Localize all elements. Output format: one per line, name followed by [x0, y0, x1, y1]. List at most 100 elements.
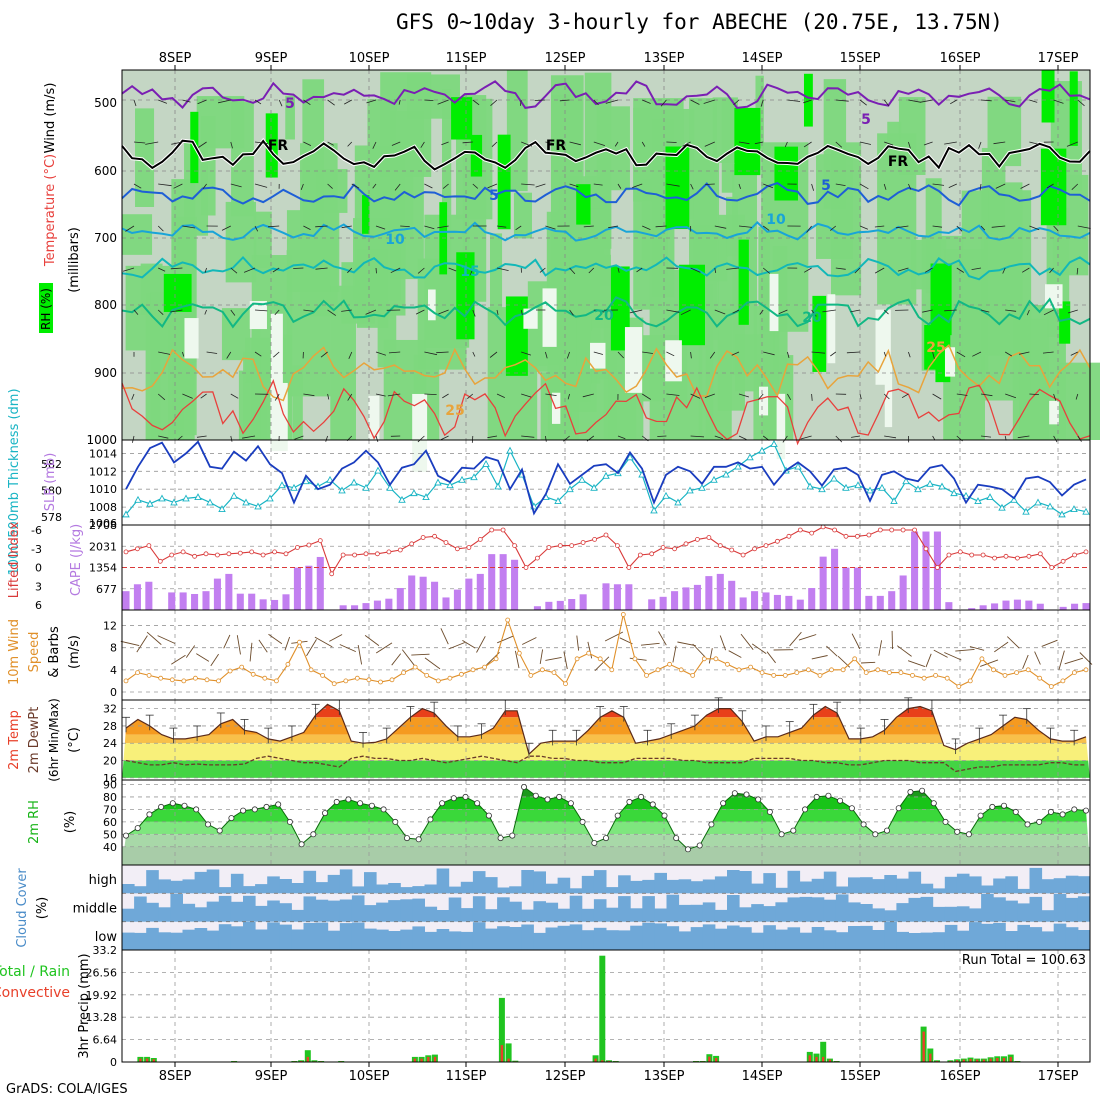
wind-speed-point	[517, 651, 521, 655]
cloud-bar	[533, 871, 546, 893]
thickness-point	[207, 499, 213, 505]
cloud-bar	[376, 885, 389, 894]
cloud-bar	[909, 933, 922, 950]
rh-area-high	[665, 147, 689, 230]
wind-speed-point	[737, 668, 741, 672]
lifted-index-point	[307, 543, 311, 547]
cloud-bar	[788, 871, 801, 894]
rh2m-point	[322, 811, 327, 816]
cloud-bar	[316, 882, 329, 893]
cloud-bar	[933, 888, 946, 893]
cloud-bar	[255, 906, 268, 922]
lifted-index-point	[787, 534, 791, 538]
wind-speed-point	[876, 668, 880, 672]
rh2m-point	[826, 793, 831, 798]
cloud-bar	[582, 930, 595, 950]
cloud-bar	[449, 931, 462, 950]
cloud-bar	[606, 908, 619, 922]
cape-bar	[488, 554, 495, 610]
rh2m-point	[557, 794, 562, 799]
rh-area-high	[734, 108, 760, 175]
thickness-point	[483, 461, 489, 467]
cape-bar	[1025, 601, 1032, 610]
contour-label: 15	[460, 264, 479, 280]
wind-speed-point	[274, 679, 278, 683]
cloud-bar	[449, 887, 462, 894]
thickness-point	[951, 490, 957, 496]
cloud-bar	[969, 876, 982, 893]
cloud-bar	[860, 904, 873, 922]
cloud-bar	[291, 910, 304, 922]
cloud-bar	[751, 884, 764, 894]
cloud-bar	[134, 897, 147, 922]
thickness-point	[231, 493, 237, 499]
wind-speed-point	[159, 676, 163, 680]
rh-area	[490, 233, 502, 316]
cloud-bar	[497, 926, 510, 950]
wind-barb-10m	[693, 644, 705, 657]
rh2m-point	[744, 792, 749, 797]
cloud-bar	[509, 886, 522, 893]
rh-area-dry	[590, 343, 605, 369]
thickness-point	[987, 494, 993, 500]
wind-speed-point	[564, 682, 568, 686]
thickness-point	[579, 477, 585, 483]
wind-speed-point	[610, 668, 614, 672]
wind-speed-point	[425, 673, 429, 677]
precip-conv-bar	[420, 1059, 422, 1062]
cape-bar	[660, 597, 667, 610]
cloud-bar	[412, 899, 425, 922]
wind-speed-point	[992, 668, 996, 672]
cape-bar	[568, 599, 575, 610]
lifted-index-point	[455, 547, 459, 551]
lifted-index-point	[410, 542, 414, 546]
cloud-bar	[739, 927, 752, 950]
rh2m-point	[1072, 807, 1077, 812]
cape-bar	[534, 606, 541, 610]
lifted-index-point	[513, 544, 517, 548]
wind-speed-point	[251, 672, 255, 676]
rh-area-dry	[523, 309, 537, 329]
wind-speed-point	[552, 671, 556, 675]
cloud-bar	[570, 924, 583, 950]
rh2m-point	[194, 807, 199, 812]
cape-bar	[625, 584, 632, 610]
wind-speed-point	[413, 665, 417, 669]
rh2m-point	[568, 801, 573, 806]
contour-label: 5	[489, 188, 499, 204]
lifted-index-point	[387, 550, 391, 554]
precip-conv-bar	[996, 1058, 998, 1062]
wind-barb-10m	[861, 662, 875, 663]
rh2m-point	[802, 807, 807, 812]
wind-speed-point	[1026, 668, 1030, 672]
cape-bar	[420, 577, 427, 610]
wind-speed-point	[1061, 679, 1065, 683]
cloud-bar	[993, 897, 1006, 921]
cloud-bar	[570, 896, 583, 922]
cloud-bar	[255, 930, 268, 951]
cloud-bar	[1066, 876, 1079, 894]
rh2m-point	[592, 840, 597, 845]
rh-area-dry	[1049, 401, 1059, 424]
rh2m-point	[334, 799, 339, 804]
axis-title-ms: (m/s)	[67, 635, 82, 669]
wind-barb-10m	[926, 654, 931, 667]
cloud-bar	[122, 884, 135, 893]
cloud-bar	[957, 931, 970, 950]
lifted-index-point	[993, 556, 997, 560]
cloud-bar	[739, 907, 752, 921]
rh-area	[150, 292, 183, 440]
wind-barb-10m	[449, 643, 465, 650]
axis-title-convective: Convective	[0, 985, 70, 1001]
rh-area	[962, 191, 989, 373]
wind-barb-10m	[269, 634, 282, 644]
thickness-point	[711, 477, 717, 483]
rh-area	[1057, 363, 1100, 440]
cape-bar	[442, 597, 449, 610]
cloud-bar	[909, 872, 922, 894]
wind-barb-10m	[852, 634, 860, 649]
cloud-bar	[352, 923, 365, 951]
lifted-index-point	[981, 553, 985, 557]
wind-speed-point	[217, 679, 221, 683]
cape-bar	[340, 605, 347, 610]
